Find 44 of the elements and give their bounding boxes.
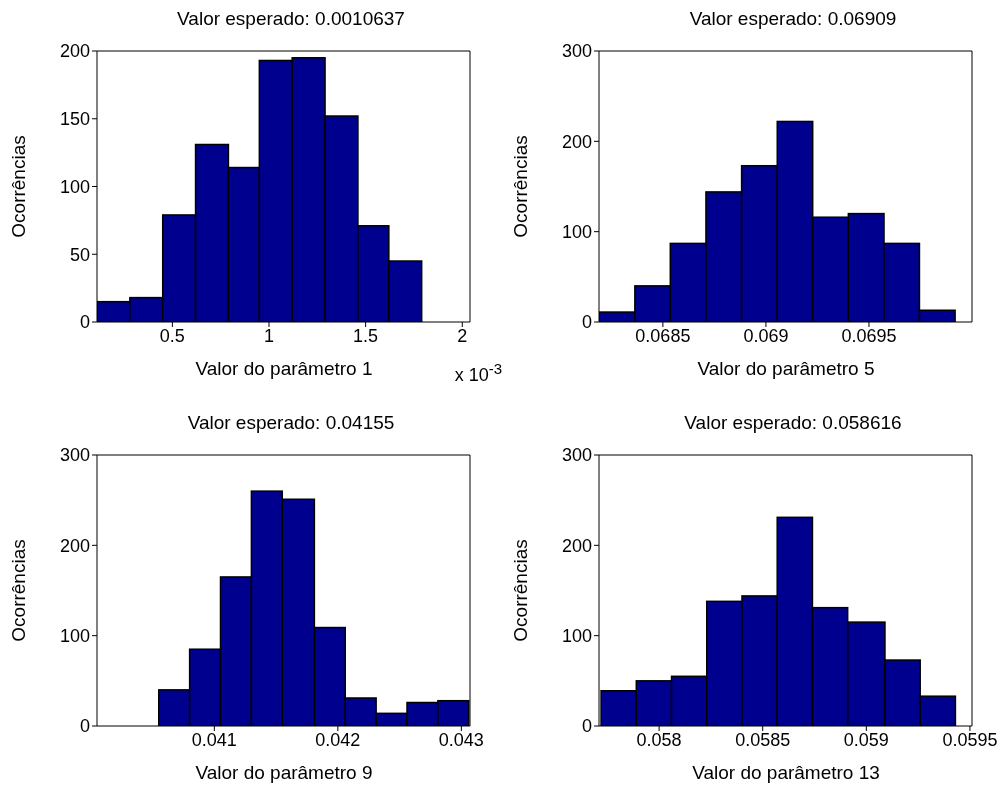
y-tick-label: 300 (561, 41, 592, 62)
y-tick-label: 100 (561, 625, 592, 646)
x-axis-title: Valor do parâmetro 1 (195, 358, 373, 379)
x-tick-label: 1.5 (353, 325, 379, 346)
x-tick-label: 1 (264, 325, 275, 346)
y-tick-label: 300 (59, 444, 90, 465)
y-tick-label: 0 (79, 715, 90, 736)
chart-title: Valor esperado: 0.0010637 (176, 7, 406, 31)
y-tick-label: 50 (69, 244, 90, 265)
chart-title: Valor esperado: 0.04155 (186, 410, 396, 435)
x-tick-label: 0.043 (438, 729, 484, 750)
y-tick-label: 100 (561, 222, 592, 243)
y-tick-label: 100 (59, 625, 90, 646)
x-tick-label: 0.0585 (735, 729, 791, 750)
y-axis-title: Ocorrências (7, 135, 29, 238)
x-tick-label: 2 (457, 325, 468, 346)
x-tick-label: 0.059 (843, 729, 889, 750)
y-tick-label: 200 (561, 131, 592, 152)
x-tick-label: 0.5 (159, 325, 185, 346)
y-axis-title: Ocorrências (7, 538, 29, 642)
chart-title: Valor esperado: 0.06909 (688, 7, 898, 31)
x-tick-label: 0.042 (315, 729, 361, 750)
text: x 10$^{-3}$ (454, 360, 502, 386)
y-tick-label: 0 (79, 312, 90, 333)
x-tick-label: 0.0685 (635, 325, 691, 346)
x-tick-label: 0.041 (191, 729, 237, 750)
y-axis-title: Ocorrências (509, 135, 531, 238)
x-tick-label: 0.0695 (841, 325, 897, 346)
chart-title: Valor esperado: 0.058616 (683, 410, 903, 435)
x-axis-title: Valor do parâmetro 5 (696, 358, 876, 380)
y-tick-label: 0 (581, 312, 592, 333)
y-tick-label: 150 (59, 109, 90, 130)
x-tick-label: 0.069 (743, 325, 789, 346)
y-tick-label: 300 (561, 444, 592, 465)
x-axis-title: Valor do parâmetro 9 (194, 761, 374, 784)
y-axis-title: Ocorrências (509, 538, 531, 642)
y-tick-label: 200 (59, 41, 90, 62)
y-tick-label: 200 (561, 535, 592, 556)
x-tick-label: 0.0595 (942, 729, 998, 750)
y-tick-label: 0 (581, 715, 592, 736)
x-axis-title: Valor do parâmetro 13 (691, 761, 881, 784)
y-tick-label: 200 (59, 535, 90, 556)
y-tick-label: 100 (59, 176, 90, 197)
x-tick-label: 0.058 (636, 729, 682, 750)
